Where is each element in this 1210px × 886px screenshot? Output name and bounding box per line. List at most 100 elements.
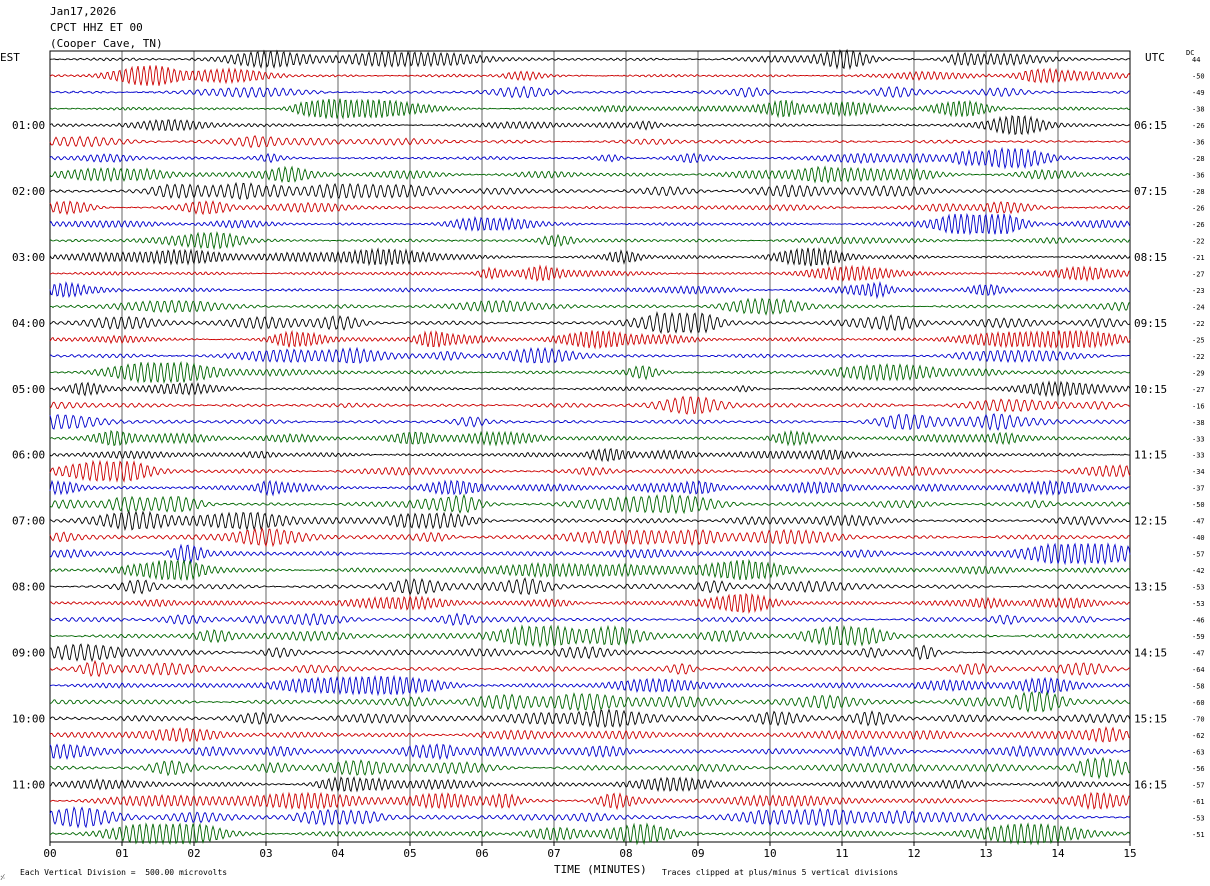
seismic-trace	[49, 479, 1130, 497]
seismic-trace	[49, 674, 1131, 697]
right-timezone-label: UTC	[1145, 51, 1165, 64]
dc-offset-value: -22	[1192, 320, 1205, 328]
seismic-trace	[49, 280, 1131, 300]
dc-offset-value: -51	[1192, 831, 1205, 839]
dc-offset-value: -49	[1192, 89, 1205, 97]
seismic-trace	[49, 691, 1131, 713]
right-time-label: 09:15	[1134, 317, 1167, 330]
left-time-label: 03:00	[12, 251, 45, 264]
seismic-trace	[49, 659, 1131, 678]
seismic-trace	[49, 85, 1131, 99]
left-time-label: 04:00	[12, 317, 45, 330]
x-tick-label: 14	[1051, 847, 1065, 860]
seismic-trace	[49, 65, 1131, 86]
seismic-trace	[49, 247, 1131, 267]
station-name: CPCT HHZ ET 00	[50, 21, 143, 34]
chart-date: Jan17,2026	[50, 5, 117, 18]
dc-offset-value: -63	[1192, 748, 1205, 756]
x-tick-label: 12	[907, 847, 920, 860]
seismic-trace	[49, 822, 1131, 846]
seismic-trace	[49, 791, 1131, 811]
dc-offset-value: -58	[1192, 682, 1205, 690]
seismic-trace	[49, 493, 1131, 515]
seismic-trace	[49, 743, 1131, 761]
dc-offset-value: -29	[1192, 369, 1205, 377]
dc-offset-value: -60	[1192, 699, 1205, 707]
dc-offset-value: -26	[1192, 221, 1205, 229]
right-time-label: 06:15	[1134, 119, 1167, 132]
seismic-trace	[49, 726, 1131, 743]
left-time-label: 05:00	[12, 383, 45, 396]
seismic-trace	[49, 413, 1131, 431]
dc-offset-value: -42	[1192, 567, 1205, 575]
left-time-label: 01:00	[12, 119, 45, 132]
right-time-label: 14:15	[1134, 646, 1167, 659]
seismic-trace	[49, 624, 1131, 648]
dc-offset-value: -27	[1192, 270, 1205, 278]
left-timezone-label: EST	[0, 51, 20, 64]
dc-offset-value: -40	[1192, 534, 1205, 542]
x-tick-label: 01	[115, 847, 128, 860]
dc-offset-value: -37	[1192, 485, 1205, 493]
seismic-trace	[49, 526, 1131, 548]
dc-offset-value: -22	[1192, 238, 1205, 246]
seismic-trace	[49, 200, 1131, 216]
seismic-trace	[49, 459, 1131, 483]
dc-offset-value: -28	[1192, 155, 1205, 163]
dc-offset-value: -23	[1192, 287, 1205, 295]
dc-offset-value: -50	[1192, 501, 1205, 509]
right-time-label: 07:15	[1134, 185, 1167, 198]
seismic-trace	[49, 708, 1131, 728]
seismic-trace	[49, 776, 1131, 793]
x-tick-label: 02	[187, 847, 200, 860]
left-time-label: 02:00	[12, 185, 45, 198]
dc-offset-header: DC	[1186, 49, 1195, 57]
dc-offset-value: -26	[1192, 205, 1205, 213]
dc-offset-value: -21	[1192, 254, 1205, 262]
seismic-trace	[49, 558, 1131, 582]
plot-frame	[49, 50, 1131, 843]
left-time-label: 11:00	[12, 778, 45, 791]
dc-offset-value: -16	[1192, 402, 1205, 410]
seismic-trace	[50, 231, 1131, 251]
dc-offset-value: -57	[1192, 551, 1205, 559]
left-time-label: 08:00	[12, 581, 45, 594]
scale-note: Each Vertical Division = 500.00 microvol…	[20, 868, 228, 877]
dc-offset-value: -28	[1192, 188, 1205, 196]
dc-offset-value: -33	[1192, 435, 1205, 443]
dc-offset-value: -36	[1192, 172, 1205, 180]
x-tick-label: 03	[259, 847, 272, 860]
left-time-label: 10:00	[12, 712, 45, 725]
seismic-trace	[49, 329, 1131, 350]
right-time-label: 11:15	[1134, 449, 1167, 462]
seismic-trace	[49, 212, 1131, 236]
dc-offset-value: -38	[1192, 419, 1205, 427]
seismic-trace	[49, 577, 1131, 596]
scale-icon: ⸓	[0, 873, 6, 882]
dc-offset-value: -36	[1192, 139, 1205, 147]
left-time-label: 09:00	[12, 646, 45, 659]
seismic-trace	[49, 346, 1131, 364]
seismic-trace	[50, 380, 1131, 398]
right-time-label: 15:15	[1134, 712, 1167, 725]
seismic-trace	[50, 756, 1131, 780]
right-time-label: 16:15	[1134, 778, 1167, 791]
dc-offset-value: -53	[1192, 584, 1205, 592]
station-location: (Cooper Cave, TN)	[50, 37, 163, 50]
seismic-trace	[49, 612, 1131, 627]
seismic-trace	[49, 165, 1131, 184]
x-tick-label: 05	[403, 847, 416, 860]
x-tick-label: 15	[1123, 847, 1136, 860]
dc-offset-value: -22	[1192, 353, 1205, 361]
dc-offset-value: -62	[1192, 732, 1205, 740]
x-tick-label: 06	[475, 847, 488, 860]
dc-offset-value: -70	[1192, 715, 1205, 723]
x-tick-label: 10	[763, 847, 776, 860]
dc-offset-value: -50	[1192, 73, 1205, 81]
seismic-trace	[49, 98, 1131, 120]
x-tick-label: 04	[331, 847, 345, 860]
x-tick-label: 00	[43, 847, 56, 860]
dc-offset-value: 44	[1192, 56, 1200, 64]
dc-offset-value: -57	[1192, 781, 1205, 789]
